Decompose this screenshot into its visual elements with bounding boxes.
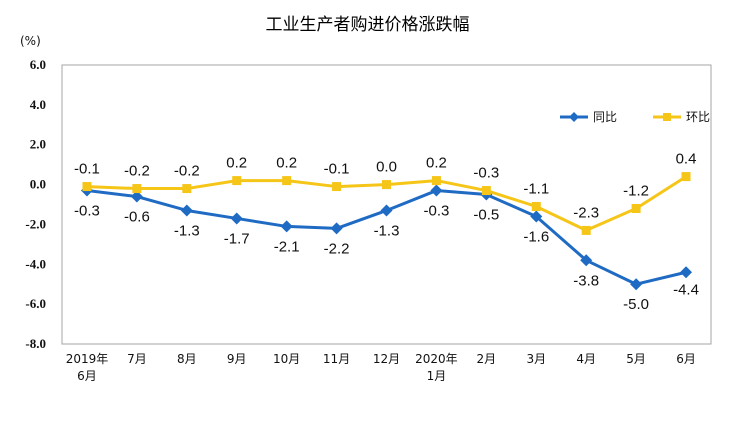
legend-marker [569,112,579,122]
data-label: -0.3 [74,203,100,220]
data-label: -1.3 [374,222,400,239]
chart-title: 工业生产者购进价格涨跌幅 [265,15,470,35]
x-tick-label: 3月 [526,352,546,366]
x-tick-label: 4月 [576,352,596,366]
series-point [531,201,541,211]
x-tick-label: 8月 [177,352,197,366]
plot-area-border [61,64,712,345]
x-tick-label: 1月 [427,369,447,383]
data-label: 0.2 [426,155,447,172]
y-tick-label: 6.0 [30,57,46,72]
data-label: -1.3 [174,222,200,239]
x-tick-label: 7月 [127,352,147,366]
y-tick-label: 0.0 [30,177,46,192]
data-label: 0.2 [276,155,297,172]
series-point [180,204,193,217]
series-point [130,190,143,203]
data-label: 0.4 [676,151,697,168]
data-label: -0.2 [124,163,150,180]
data-label: -0.1 [74,161,100,178]
y-tick-label: 2.0 [30,137,46,152]
series-point [132,184,142,194]
data-label: -3.8 [573,272,599,289]
series-point [380,204,393,217]
series-point [430,184,443,197]
series-point [481,186,491,196]
data-label: -1.6 [523,228,549,245]
series-point [82,182,92,192]
series-point [232,176,242,186]
series-point [581,225,591,235]
x-tick-label: 12月 [373,352,400,366]
y-tick-label: -6.0 [25,296,46,311]
data-label: -0.3 [473,165,499,182]
x-tick-label: 2月 [477,352,497,366]
series-point [282,176,292,186]
y-tick-label: -8.0 [25,336,46,351]
series-point [332,182,342,192]
series-point [382,180,391,190]
legend-label: 同比 [593,110,617,124]
x-tick-label: 6月 [77,369,97,383]
data-label: -0.1 [324,161,350,178]
data-label: -2.2 [324,240,350,257]
series-point [631,203,641,213]
series-point [680,266,693,279]
data-label: -0.6 [124,209,150,226]
x-tick-label: 9月 [227,352,247,366]
x-tick-label: 10月 [273,352,300,366]
data-label: -0.3 [423,203,449,220]
x-tick-label: 2020年 [415,352,458,366]
series-point [630,278,643,291]
y-tick-label: -4.0 [25,256,46,271]
data-label: -1.2 [623,182,649,199]
data-label: -0.2 [174,163,200,180]
data-label: -0.5 [473,207,499,224]
series-point [580,254,593,267]
legend-label: 环比 [686,110,710,124]
data-label: -1.1 [523,180,549,197]
series-point [182,184,192,194]
series-point [431,176,441,186]
data-label: -2.3 [573,204,599,221]
series-point [681,172,691,182]
series-point [330,222,343,235]
series-point [530,210,543,223]
x-tick-label: 11月 [323,352,350,366]
y-tick-label: 4.0 [30,97,46,112]
data-label: -4.4 [673,281,699,298]
data-label: -1.7 [224,230,250,247]
series-point [230,212,243,225]
x-tick-label: 6月 [676,352,696,366]
y-unit-label: (%) [20,34,41,48]
data-label: -5.0 [623,296,649,313]
x-tick-label: 5月 [626,352,646,366]
legend-marker [663,113,671,121]
series-point [280,220,293,233]
data-label: 0.2 [226,155,247,172]
x-tick-label: 2019年 [66,352,109,366]
data-label: -2.1 [274,238,300,255]
y-tick-label: -2.0 [25,216,46,231]
data-label: 0.0 [376,159,397,176]
